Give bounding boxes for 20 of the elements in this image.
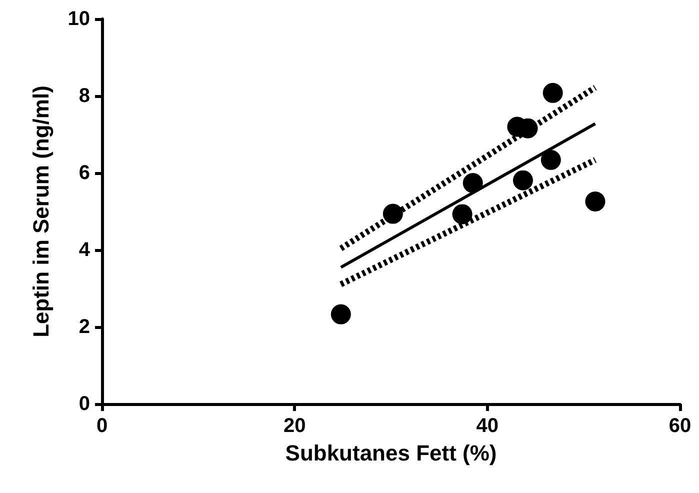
x-tick-label: 20 <box>284 415 306 437</box>
x-tick-label: 0 <box>96 415 108 437</box>
x-axis-title: Subkutanes Fett (%) <box>285 440 497 466</box>
y-tick-label: 0 <box>78 393 90 415</box>
point <box>462 173 483 194</box>
y-tick-label: 10 <box>68 8 90 30</box>
y-tick-label: 4 <box>78 239 91 261</box>
point <box>452 204 472 224</box>
x-tick-label: 60 <box>668 415 692 437</box>
y-tick-label: 2 <box>78 316 90 338</box>
y-tick-label: 6 <box>78 162 90 184</box>
point <box>512 170 533 190</box>
point <box>542 82 563 103</box>
y-axis-title: Leptin im Serum (ng/ml) <box>28 86 54 338</box>
x-tick-label: 40 <box>476 415 498 437</box>
point <box>382 204 403 224</box>
point <box>540 150 561 170</box>
point <box>330 304 351 324</box>
y-tick-label: 8 <box>78 85 90 107</box>
point <box>585 191 606 212</box>
